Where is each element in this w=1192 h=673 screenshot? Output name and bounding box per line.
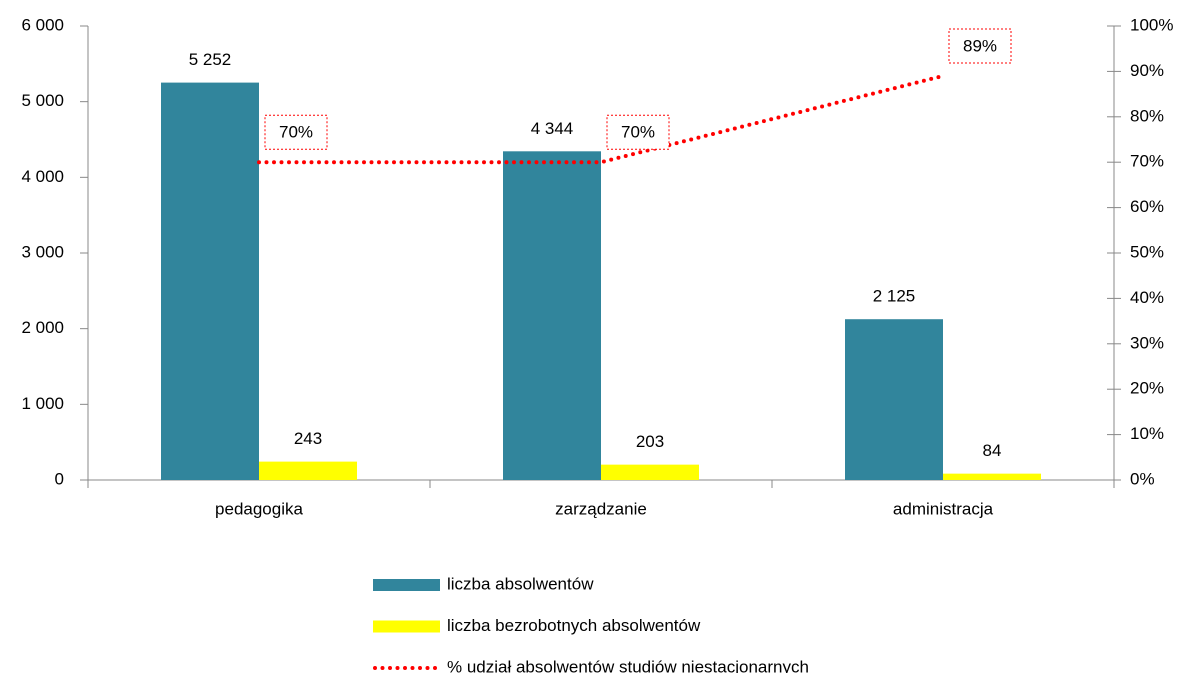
data-label-box: [264, 114, 328, 150]
y-tick-label: 5 000: [21, 91, 64, 110]
data-label-box: [606, 114, 670, 150]
x-tick-label: pedagogika: [215, 499, 303, 518]
y2-tick-label: 80%: [1130, 106, 1164, 125]
bar: [943, 473, 1041, 480]
y-tick-label: 0: [55, 469, 64, 488]
y2-tick-label: 20%: [1130, 379, 1164, 398]
data-label: 243: [294, 429, 322, 448]
bar: [601, 464, 699, 480]
y-tick-label: 4 000: [21, 167, 64, 186]
y-tick-label: 6 000: [21, 15, 64, 34]
legend-label: liczba bezrobotnych absolwentów: [447, 616, 701, 635]
x-tick-label: administracja: [893, 499, 994, 518]
x-tick-label: zarządzanie: [555, 499, 647, 518]
bar: [259, 461, 357, 480]
bar: [161, 82, 259, 480]
y2-tick-label: 10%: [1130, 424, 1164, 443]
y-tick-label: 3 000: [21, 242, 64, 261]
y-tick-label: 2 000: [21, 318, 64, 337]
y-tick-label: 1 000: [21, 394, 64, 413]
y2-tick-label: 90%: [1130, 61, 1164, 80]
y2-tick-label: 0%: [1130, 469, 1155, 488]
y2-tick-label: 40%: [1130, 288, 1164, 307]
y2-tick-label: 70%: [1130, 152, 1164, 171]
data-label-box: [948, 28, 1012, 64]
data-label: 70%: [279, 123, 313, 142]
data-label: 84: [983, 441, 1002, 460]
bar: [845, 319, 943, 480]
y2-tick-label: 100%: [1130, 15, 1173, 34]
y2-tick-label: 50%: [1130, 242, 1164, 261]
line: [257, 73, 945, 165]
y2-tick-label: 60%: [1130, 197, 1164, 216]
legend-label: % udział absolwentów studiów niestacjona…: [447, 657, 809, 673]
data-label: 89%: [963, 36, 997, 55]
bar: [503, 151, 601, 480]
data-label: 70%: [621, 123, 655, 142]
legend-swatch: [373, 579, 440, 591]
data-label: 2 125: [873, 287, 916, 306]
data-label: 4 344: [531, 119, 574, 138]
data-label: 203: [636, 432, 664, 451]
legend-swatch: [373, 620, 440, 633]
legend-label: liczba absolwentów: [447, 574, 594, 593]
data-label: 5 252: [189, 50, 232, 69]
y2-tick-label: 30%: [1130, 333, 1164, 352]
